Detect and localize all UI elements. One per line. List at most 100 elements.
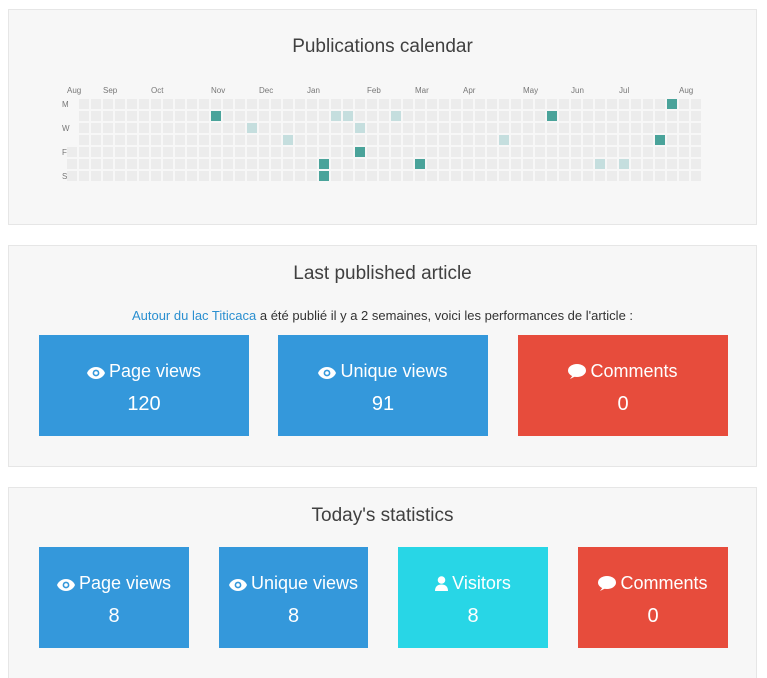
calendar-day-cell[interactable] [427,123,437,133]
calendar-day-cell[interactable] [439,147,449,157]
calendar-day-cell[interactable] [427,99,437,109]
calendar-day-cell[interactable] [343,111,353,121]
calendar-day-cell[interactable] [175,171,185,181]
calendar-day-cell[interactable] [127,159,137,169]
calendar-day-cell[interactable] [343,159,353,169]
calendar-day-cell[interactable] [607,99,617,109]
calendar-day-cell[interactable] [307,147,317,157]
calendar-day-cell[interactable] [523,99,533,109]
calendar-day-cell[interactable] [295,99,305,109]
calendar-day-cell[interactable] [511,99,521,109]
calendar-day-cell[interactable] [235,159,245,169]
calendar-day-cell[interactable] [511,135,521,145]
calendar-day-cell[interactable] [151,159,161,169]
calendar-day-cell[interactable] [223,111,233,121]
calendar-day-cell[interactable] [367,123,377,133]
calendar-day-cell[interactable] [475,147,485,157]
calendar-day-cell[interactable] [511,123,521,133]
calendar-day-cell[interactable] [691,159,701,169]
calendar-day-cell[interactable] [415,171,425,181]
calendar-day-cell[interactable] [487,171,497,181]
calendar-day-cell[interactable] [91,99,101,109]
calendar-day-cell[interactable] [307,111,317,121]
calendar-day-cell[interactable] [403,147,413,157]
calendar-day-cell[interactable] [535,147,545,157]
calendar-day-cell[interactable] [163,159,173,169]
calendar-day-cell[interactable] [259,111,269,121]
calendar-day-cell[interactable] [619,171,629,181]
calendar-day-cell[interactable] [235,171,245,181]
calendar-day-cell[interactable] [547,135,557,145]
calendar-day-cell[interactable] [691,99,701,109]
calendar-day-cell[interactable] [91,159,101,169]
calendar-day-cell[interactable] [223,159,233,169]
calendar-day-cell[interactable] [655,147,665,157]
calendar-day-cell[interactable] [475,111,485,121]
calendar-day-cell[interactable] [115,159,125,169]
calendar-day-cell[interactable] [427,135,437,145]
calendar-day-cell[interactable] [343,123,353,133]
calendar-day-cell[interactable] [547,147,557,157]
calendar-day-cell[interactable] [595,159,605,169]
calendar-day-cell[interactable] [391,135,401,145]
calendar-day-cell[interactable] [175,111,185,121]
calendar-day-cell[interactable] [127,147,137,157]
calendar-day-cell[interactable] [139,99,149,109]
calendar-day-cell[interactable] [331,159,341,169]
calendar-day-cell[interactable] [415,147,425,157]
calendar-day-cell[interactable] [571,147,581,157]
calendar-day-cell[interactable] [187,159,197,169]
calendar-day-cell[interactable] [247,123,257,133]
calendar-day-cell[interactable] [451,135,461,145]
calendar-day-cell[interactable] [367,147,377,157]
calendar-day-cell[interactable] [439,99,449,109]
calendar-day-cell[interactable] [247,99,257,109]
calendar-day-cell[interactable] [247,147,257,157]
calendar-day-cell[interactable] [691,111,701,121]
calendar-day-cell[interactable] [295,147,305,157]
calendar-day-cell[interactable] [379,111,389,121]
calendar-day-cell[interactable] [307,159,317,169]
calendar-day-cell[interactable] [175,147,185,157]
calendar-day-cell[interactable] [523,159,533,169]
calendar-day-cell[interactable] [151,123,161,133]
calendar-day-cell[interactable] [403,135,413,145]
calendar-day-cell[interactable] [115,99,125,109]
calendar-day-cell[interactable] [79,147,89,157]
calendar-day-cell[interactable] [559,123,569,133]
calendar-day-cell[interactable] [499,171,509,181]
calendar-day-cell[interactable] [619,123,629,133]
calendar-day-cell[interactable] [451,123,461,133]
calendar-day-cell[interactable] [571,123,581,133]
calendar-day-cell[interactable] [319,159,329,169]
calendar-day-cell[interactable] [607,171,617,181]
calendar-day-cell[interactable] [535,111,545,121]
calendar-day-cell[interactable] [463,111,473,121]
calendar-day-cell[interactable] [79,159,89,169]
calendar-day-cell[interactable] [283,147,293,157]
calendar-day-cell[interactable] [247,111,257,121]
calendar-day-cell[interactable] [295,123,305,133]
calendar-day-cell[interactable] [475,135,485,145]
calendar-day-cell[interactable] [331,147,341,157]
calendar-day-cell[interactable] [475,99,485,109]
calendar-day-cell[interactable] [607,147,617,157]
calendar-day-cell[interactable] [415,111,425,121]
calendar-day-cell[interactable] [103,111,113,121]
calendar-day-cell[interactable] [475,171,485,181]
calendar-day-cell[interactable] [463,147,473,157]
calendar-day-cell[interactable] [595,123,605,133]
calendar-day-cell[interactable] [511,111,521,121]
calendar-day-cell[interactable] [331,123,341,133]
calendar-day-cell[interactable] [163,147,173,157]
calendar-day-cell[interactable] [139,147,149,157]
calendar-day-cell[interactable] [655,111,665,121]
calendar-day-cell[interactable] [427,111,437,121]
calendar-day-cell[interactable] [643,171,653,181]
calendar-day-cell[interactable] [547,111,557,121]
calendar-day-cell[interactable] [499,159,509,169]
calendar-day-cell[interactable] [499,123,509,133]
calendar-day-cell[interactable] [187,111,197,121]
calendar-day-cell[interactable] [487,147,497,157]
calendar-day-cell[interactable] [571,135,581,145]
